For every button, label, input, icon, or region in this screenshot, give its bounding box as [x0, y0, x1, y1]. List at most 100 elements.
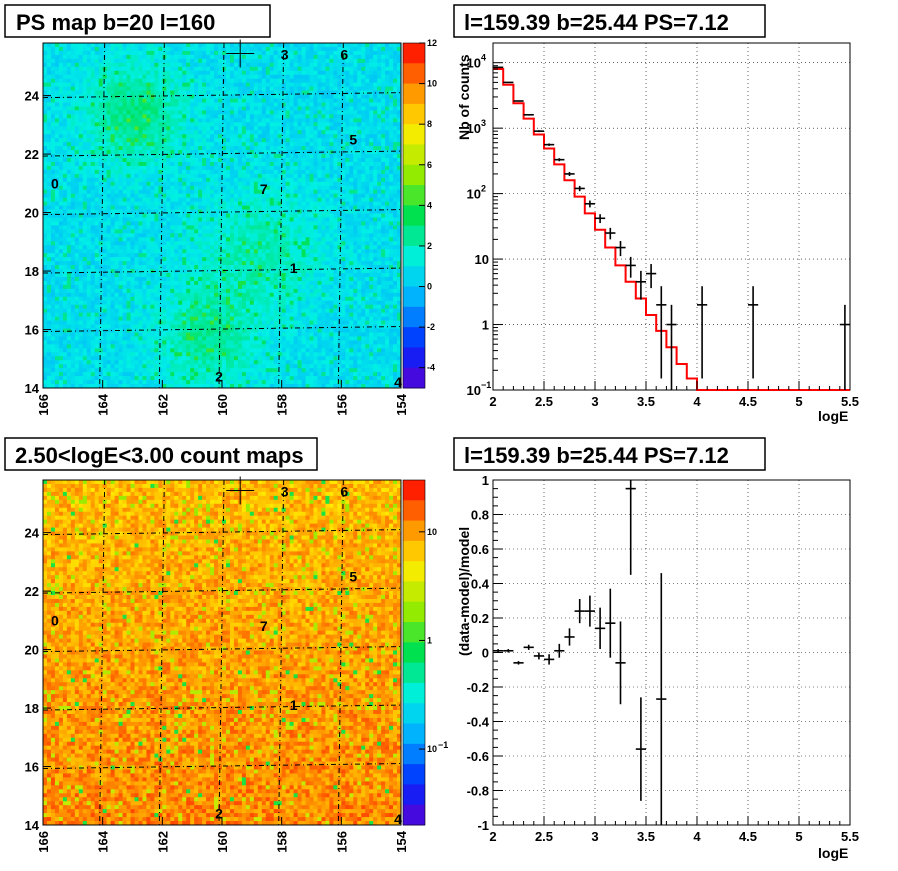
map-cell [182, 237, 187, 242]
map-cell [182, 106, 187, 111]
map-cell [349, 110, 354, 115]
map-cell [349, 78, 354, 84]
map-cell [345, 154, 350, 159]
map-cell [210, 58, 215, 64]
map-cell [269, 146, 275, 151]
map-cell [142, 43, 147, 48]
map-cell [114, 62, 119, 68]
map-cell [249, 213, 255, 218]
map-cell [130, 86, 135, 91]
map-cell [377, 86, 382, 91]
map-cell [206, 161, 211, 167]
map-cell [361, 122, 366, 127]
map-cell [353, 189, 358, 195]
map-cell [166, 169, 171, 175]
map-cell [86, 161, 92, 167]
map-cell [118, 229, 123, 234]
map-cell [285, 185, 291, 191]
map-cell [265, 74, 271, 80]
map-cell [325, 253, 330, 258]
map-cell [341, 201, 346, 206]
map-cell [225, 86, 231, 91]
map-cell [178, 249, 183, 254]
map-cell [110, 98, 115, 103]
map-cell [202, 106, 207, 111]
map-cell [353, 150, 358, 155]
map-cell [249, 249, 255, 254]
map-cell [186, 58, 191, 64]
map-cell [337, 58, 342, 64]
map-cell [62, 142, 68, 147]
map-cell [66, 249, 72, 254]
map-cell [393, 130, 398, 135]
map-cell [110, 181, 115, 187]
map-cell [142, 165, 147, 171]
map-cell [174, 142, 179, 147]
map-cell [297, 118, 302, 123]
map-cell [186, 213, 191, 218]
map-cell [98, 173, 104, 179]
map-cell [257, 106, 263, 111]
map-cell [369, 221, 374, 226]
map-cell [361, 98, 366, 103]
map-cell [74, 142, 80, 147]
map-cell [162, 249, 167, 254]
map-cell [361, 241, 366, 246]
map-cell [122, 62, 127, 68]
map-cell [186, 185, 191, 191]
map-cell [54, 54, 60, 60]
map-cell [277, 66, 283, 72]
map-cell [321, 114, 326, 119]
map-cell [78, 193, 84, 199]
map-cell [393, 249, 398, 254]
map-cell [393, 189, 398, 195]
map-cell [94, 114, 100, 119]
map-cell [277, 86, 283, 91]
map-cell [202, 205, 207, 210]
map-cell [102, 50, 108, 56]
map-cell [389, 134, 394, 139]
map-cell [110, 78, 115, 84]
map-cell [206, 225, 211, 230]
map-cell [206, 241, 211, 246]
map-cell [102, 154, 108, 159]
map-cell [265, 233, 271, 238]
map-cell [341, 185, 346, 191]
map-cell [357, 70, 362, 76]
map-cell [194, 217, 199, 222]
map-cell [289, 78, 294, 84]
map-cell [265, 245, 271, 250]
map-cell [377, 50, 382, 56]
map-cell [385, 154, 390, 159]
map-cell [265, 221, 271, 226]
map-cell [285, 165, 291, 171]
map-cell [126, 249, 131, 254]
map-cell [353, 134, 358, 139]
map-cell [150, 253, 155, 258]
map-cell [130, 261, 135, 266]
map-cell [337, 126, 342, 131]
map-cell [186, 154, 191, 159]
map-cell [229, 122, 235, 127]
map-cell [321, 249, 326, 254]
map-cell [182, 46, 187, 52]
map-cell [389, 245, 394, 250]
map-cell [218, 201, 223, 206]
map-cell [134, 197, 139, 203]
map-cell [50, 257, 56, 262]
map-cell [130, 82, 135, 88]
map-cell [182, 58, 187, 64]
map-cell [361, 110, 366, 115]
map-cell [329, 130, 334, 135]
map-cell [245, 217, 251, 222]
map-cell [46, 50, 52, 56]
map-cell [62, 253, 68, 258]
map-cell [158, 193, 163, 199]
map-cell [301, 98, 306, 103]
ps-map-title-box [4, 4, 271, 38]
map-cell [305, 62, 310, 68]
map-cell [50, 241, 56, 246]
map-cell [273, 253, 279, 258]
map-cell [397, 221, 402, 226]
